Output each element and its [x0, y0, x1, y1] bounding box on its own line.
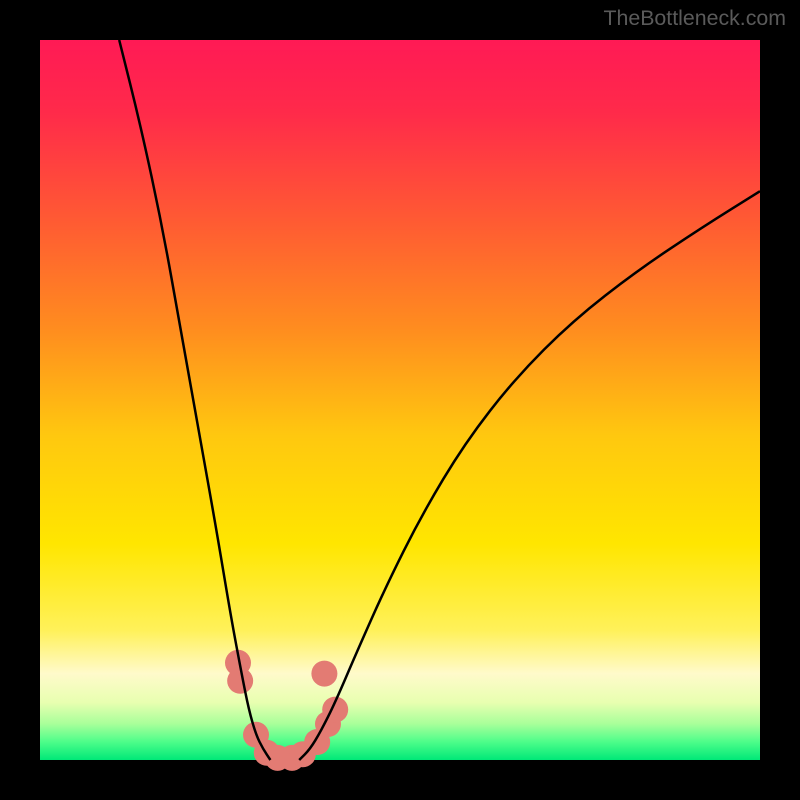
- plot-area: [40, 40, 760, 760]
- gradient-background: [40, 40, 760, 760]
- watermark-text: TheBottleneck.com: [603, 6, 786, 31]
- chart-canvas: TheBottleneck.com: [0, 0, 800, 800]
